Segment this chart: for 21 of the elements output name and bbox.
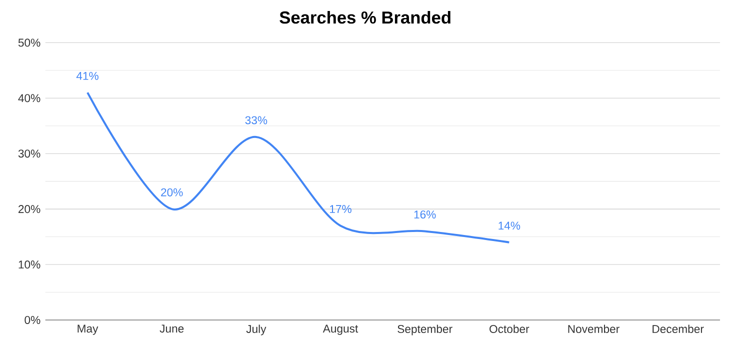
- data-label: 41%: [76, 72, 98, 80]
- x-tick-label: July: [246, 324, 266, 336]
- x-tick-label: June: [160, 324, 184, 333]
- y-tick-label: 30%: [18, 150, 40, 158]
- x-tick-label: August: [322, 324, 358, 335]
- x-tick-label: May: [78, 324, 98, 335]
- x-tick-label: December: [652, 324, 704, 334]
- data-label: 14%: [498, 222, 520, 230]
- y-tick-label: 20%: [18, 205, 40, 214]
- y-tick-label: 10%: [18, 260, 40, 269]
- y-tick-label: 0%: [24, 316, 40, 324]
- x-tick-label: October: [490, 324, 530, 334]
- data-label: 16%: [414, 210, 436, 219]
- chart-title: Searches % Branded: [280, 10, 450, 24]
- data-label: 33%: [245, 116, 268, 124]
- data-label: 20%: [161, 188, 183, 196]
- x-tick-label: September: [398, 324, 452, 336]
- y-tick-label: 40%: [18, 94, 40, 102]
- y-tick-label: 50%: [18, 38, 40, 47]
- data-label: 17%: [330, 205, 352, 213]
- x-tick-label: November: [568, 324, 620, 334]
